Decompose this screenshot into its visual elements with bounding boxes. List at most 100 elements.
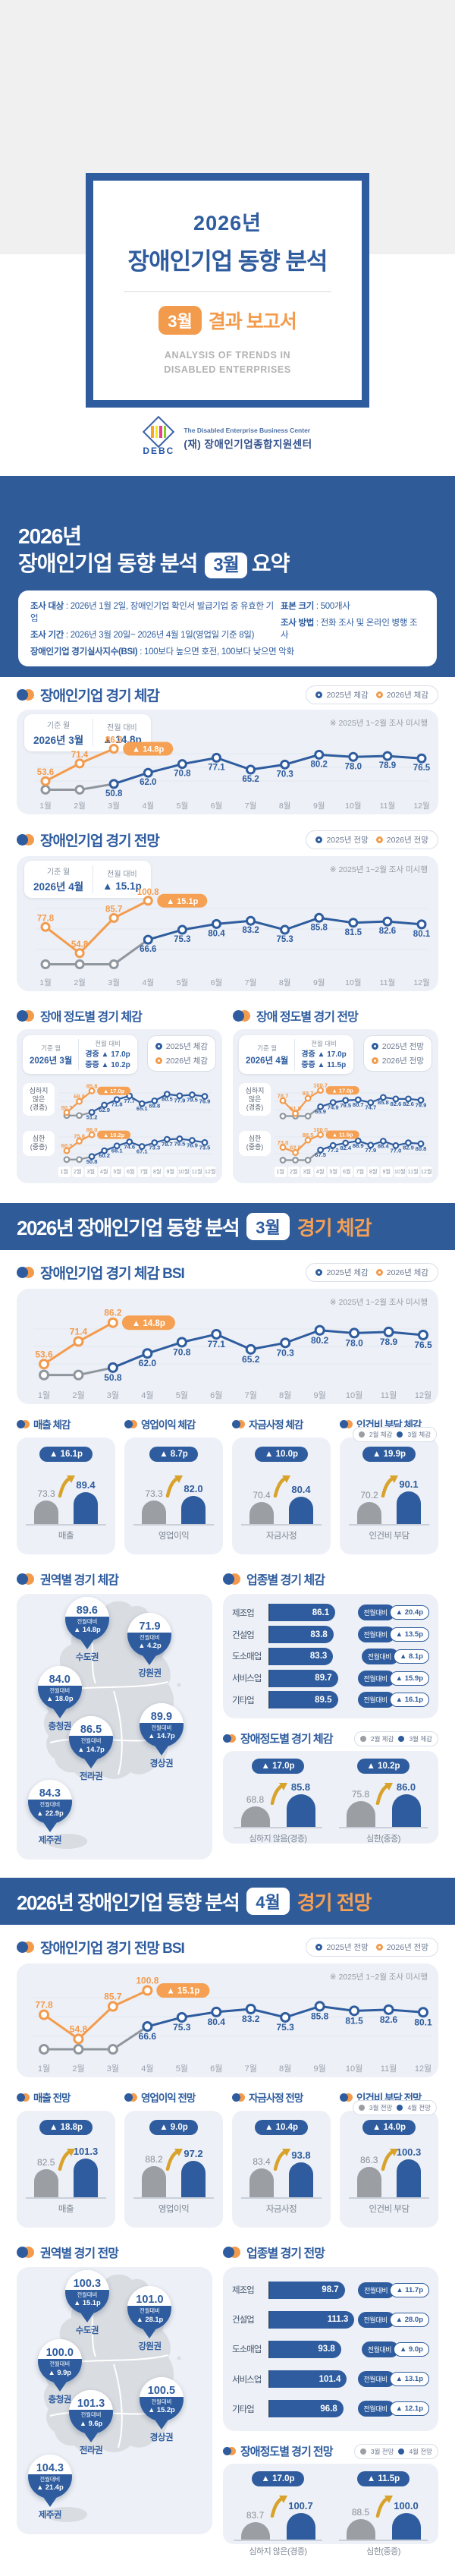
svg-text:86.2: 86.2	[105, 736, 122, 745]
mom-delta-pill: ▲ 9.0p	[393, 2341, 429, 2357]
mom-pills: 전월대비 ▲ 11.7p	[358, 2282, 429, 2298]
outlook-bsi-heading-row: 장애인기업 경기 전망 BSI 2025년 전망 2026년 전망	[17, 1937, 438, 1957]
cur-value: 97.2	[184, 2148, 203, 2160]
svg-text:1월: 1월	[38, 1390, 50, 1400]
cur-bar-col: 82.0	[181, 1483, 206, 1525]
arrow	[57, 1475, 75, 1501]
svg-text:77.1: 77.1	[208, 764, 225, 773]
svg-text:100.7: 100.7	[313, 1082, 328, 1089]
pin-mom: 전월대비 ▲ 15.2p	[139, 2396, 184, 2421]
delta-badge: ▲ 10.0p	[255, 1447, 308, 1463]
svg-text:▲ 17.0p: ▲ 17.0p	[103, 1088, 125, 1094]
svg-text:4월: 4월	[143, 978, 155, 987]
cur-bar	[286, 1793, 315, 1828]
month-chip: 5월	[328, 1167, 340, 1178]
mini-bar-panel: 2월 체감 3월 체감 ▲ 19.9p 70.2 90.1 인건비 부담	[340, 1427, 438, 1555]
region-name: 제주권	[38, 1836, 62, 1846]
bullet-icon	[17, 834, 34, 846]
pin-tail	[42, 2496, 57, 2507]
svg-text:65.2: 65.2	[242, 775, 259, 784]
mini-heading: 매출 체감	[17, 1416, 115, 1431]
prev-bar-col: 70.2	[357, 1490, 381, 1525]
cur-bar-col: 100.7	[286, 2500, 315, 2540]
prev-value: 88.2	[145, 2153, 163, 2165]
svg-text:83.7: 83.7	[303, 1091, 314, 1097]
legend-label: 3월 전망	[369, 2104, 393, 2112]
region-value: 104.3	[27, 2454, 72, 2474]
industry-value: 83.8	[310, 1630, 328, 1639]
category-label: 인건비 부담	[369, 2205, 410, 2215]
svg-text:11월: 11월	[381, 1390, 397, 1400]
mini-bar-panel: ▲ 9.0p 88.2 97.2 영업이익	[124, 2111, 223, 2228]
cur-value: 80.4	[291, 1484, 311, 1496]
legend-label: 2025년 체감	[326, 1268, 369, 1278]
summary-feel-chart-panel: 기준 월 2026년 3월 전월 대비 ▲ 14.8p ※ 2025년 1~2월 조…	[17, 710, 438, 815]
pin-tail	[154, 1745, 168, 1756]
region-pin: 84.0 전월대비 ▲ 18.0p 충청권	[37, 1665, 83, 1732]
svg-text:6월: 6월	[210, 2064, 222, 2074]
svg-text:5월: 5월	[176, 2064, 188, 2074]
logo-abbr: DEBC	[143, 446, 175, 456]
navy-dot-icon	[397, 1431, 403, 1438]
region-name: 경상권	[149, 2433, 174, 2442]
delta-badge: ▲ 14.0p	[362, 2120, 416, 2136]
sevpair-feel-heading-row: 장애정도별 경기 체감 2월 체감 3월 체감	[223, 1730, 438, 1746]
svg-text:10월: 10월	[346, 2064, 362, 2074]
prev-value: 83.7	[246, 2509, 265, 2521]
increase-arrow-icon	[375, 1783, 393, 1806]
svg-text:5월: 5월	[177, 978, 189, 987]
mom-delta-pill: ▲ 12.1p	[389, 2401, 429, 2417]
mom-delta-pill: ▲ 15.9p	[389, 1671, 429, 1686]
legend-item: 2025년 전망	[315, 834, 369, 846]
region-delta: ▲ 14.8p	[74, 1626, 101, 1634]
svg-text:8월: 8월	[279, 978, 291, 987]
severity-outlook-panel: 기준 월 2026년 4월 전월 대비 경증 ▲ 17.0p 중증 ▲ 11.5p …	[233, 1029, 438, 1184]
feel-bsi-heading: 장애인기업 경기 체감 BSI	[40, 1266, 185, 1283]
svg-text:100.8: 100.8	[136, 1976, 158, 1986]
svg-text:83.2: 83.2	[242, 2014, 260, 2024]
category-label: 인건비 부담	[369, 1532, 410, 1542]
cur-bar	[391, 1793, 421, 1828]
legend-label: 2025년 체감	[326, 691, 369, 701]
cur-bar-col: 90.1	[397, 1479, 421, 1525]
cover-title: 장애인기업 동향 분석	[127, 248, 328, 275]
svg-text:50.8: 50.8	[104, 1372, 122, 1383]
month-axis: 1월 2월 3월 4월 5월 6월 7월 8월 9월 10월 11월 12월	[58, 1167, 216, 1178]
prev-bar	[34, 1501, 58, 1525]
axis-line	[241, 1524, 322, 1526]
legend-item: 2026년 체감	[375, 689, 428, 701]
outlook-section-banner: 2026년 장애인기업 동향 분석 4월 경기 전망	[0, 1878, 455, 1926]
legend-label: 2025년 전망	[381, 1042, 424, 1052]
cur-bar-col: 101.3	[74, 2146, 98, 2198]
svg-text:5월: 5월	[176, 1390, 188, 1400]
mini-bar-panel: 3월 전망 4월 전망 ▲ 14.0p 86.3 100.3 인건비 부담	[340, 2100, 438, 2228]
legend-item: 2026년 전망	[371, 1055, 424, 1066]
summary-feel-line-chart: 50.8 62.0 70.8 77.1 65.2 70.3 80.2 78.0 78.9 76.5…	[35, 736, 431, 811]
svg-text:▲ 17.0p: ▲ 17.0p	[331, 1088, 353, 1094]
arrow	[272, 1475, 290, 1501]
cur-bar	[181, 2161, 206, 2198]
gray-dot-icon	[359, 2448, 366, 2455]
svg-text:86.2: 86.2	[104, 1308, 122, 1318]
prev-value: 83.4	[253, 2156, 271, 2167]
bar-pair: 68.8 85.8	[229, 1778, 327, 1828]
svg-text:2월: 2월	[72, 1390, 84, 1400]
mini-bar-panel: ▲ 16.1p 73.3 89.4 매출	[17, 1438, 115, 1555]
axis-line	[234, 2540, 322, 2541]
industry-row: 서비스업 101.4 전월대비 ▲ 13.1p	[232, 2370, 429, 2389]
legend-label: 2월 체감	[370, 1734, 394, 1743]
sevpair-outlook-heading-row: 장애정도별 경기 전망 3월 전망 4월 전망	[223, 2443, 438, 2459]
feel-mini-charts: ▲ 16.1p 73.3 89.4 매출 ▲ 8.7p 73.3 82.0 영업이익 ▲ 10.…	[17, 1427, 438, 1555]
delta-badge: ▲ 17.0p	[251, 2471, 305, 2487]
svg-text:77.2: 77.2	[328, 1148, 339, 1154]
svg-text:5월: 5월	[177, 801, 189, 811]
svg-text:79.5: 79.5	[340, 1102, 352, 1109]
cur-bar	[286, 2512, 315, 2540]
delta-badge: ▲ 18.8p	[39, 2120, 93, 2136]
legend-label: 2026년 전망	[386, 1943, 428, 1953]
svg-text:74.7: 74.7	[365, 1104, 376, 1111]
prev-bar	[346, 1801, 375, 1828]
industry-axis: 101.4	[268, 2370, 347, 2389]
severity-chart-row: 심하지 않은 (경증) 51.2 62.9 71.8 77.7 65.1 69.8 80.5 77.…	[23, 1077, 216, 1121]
